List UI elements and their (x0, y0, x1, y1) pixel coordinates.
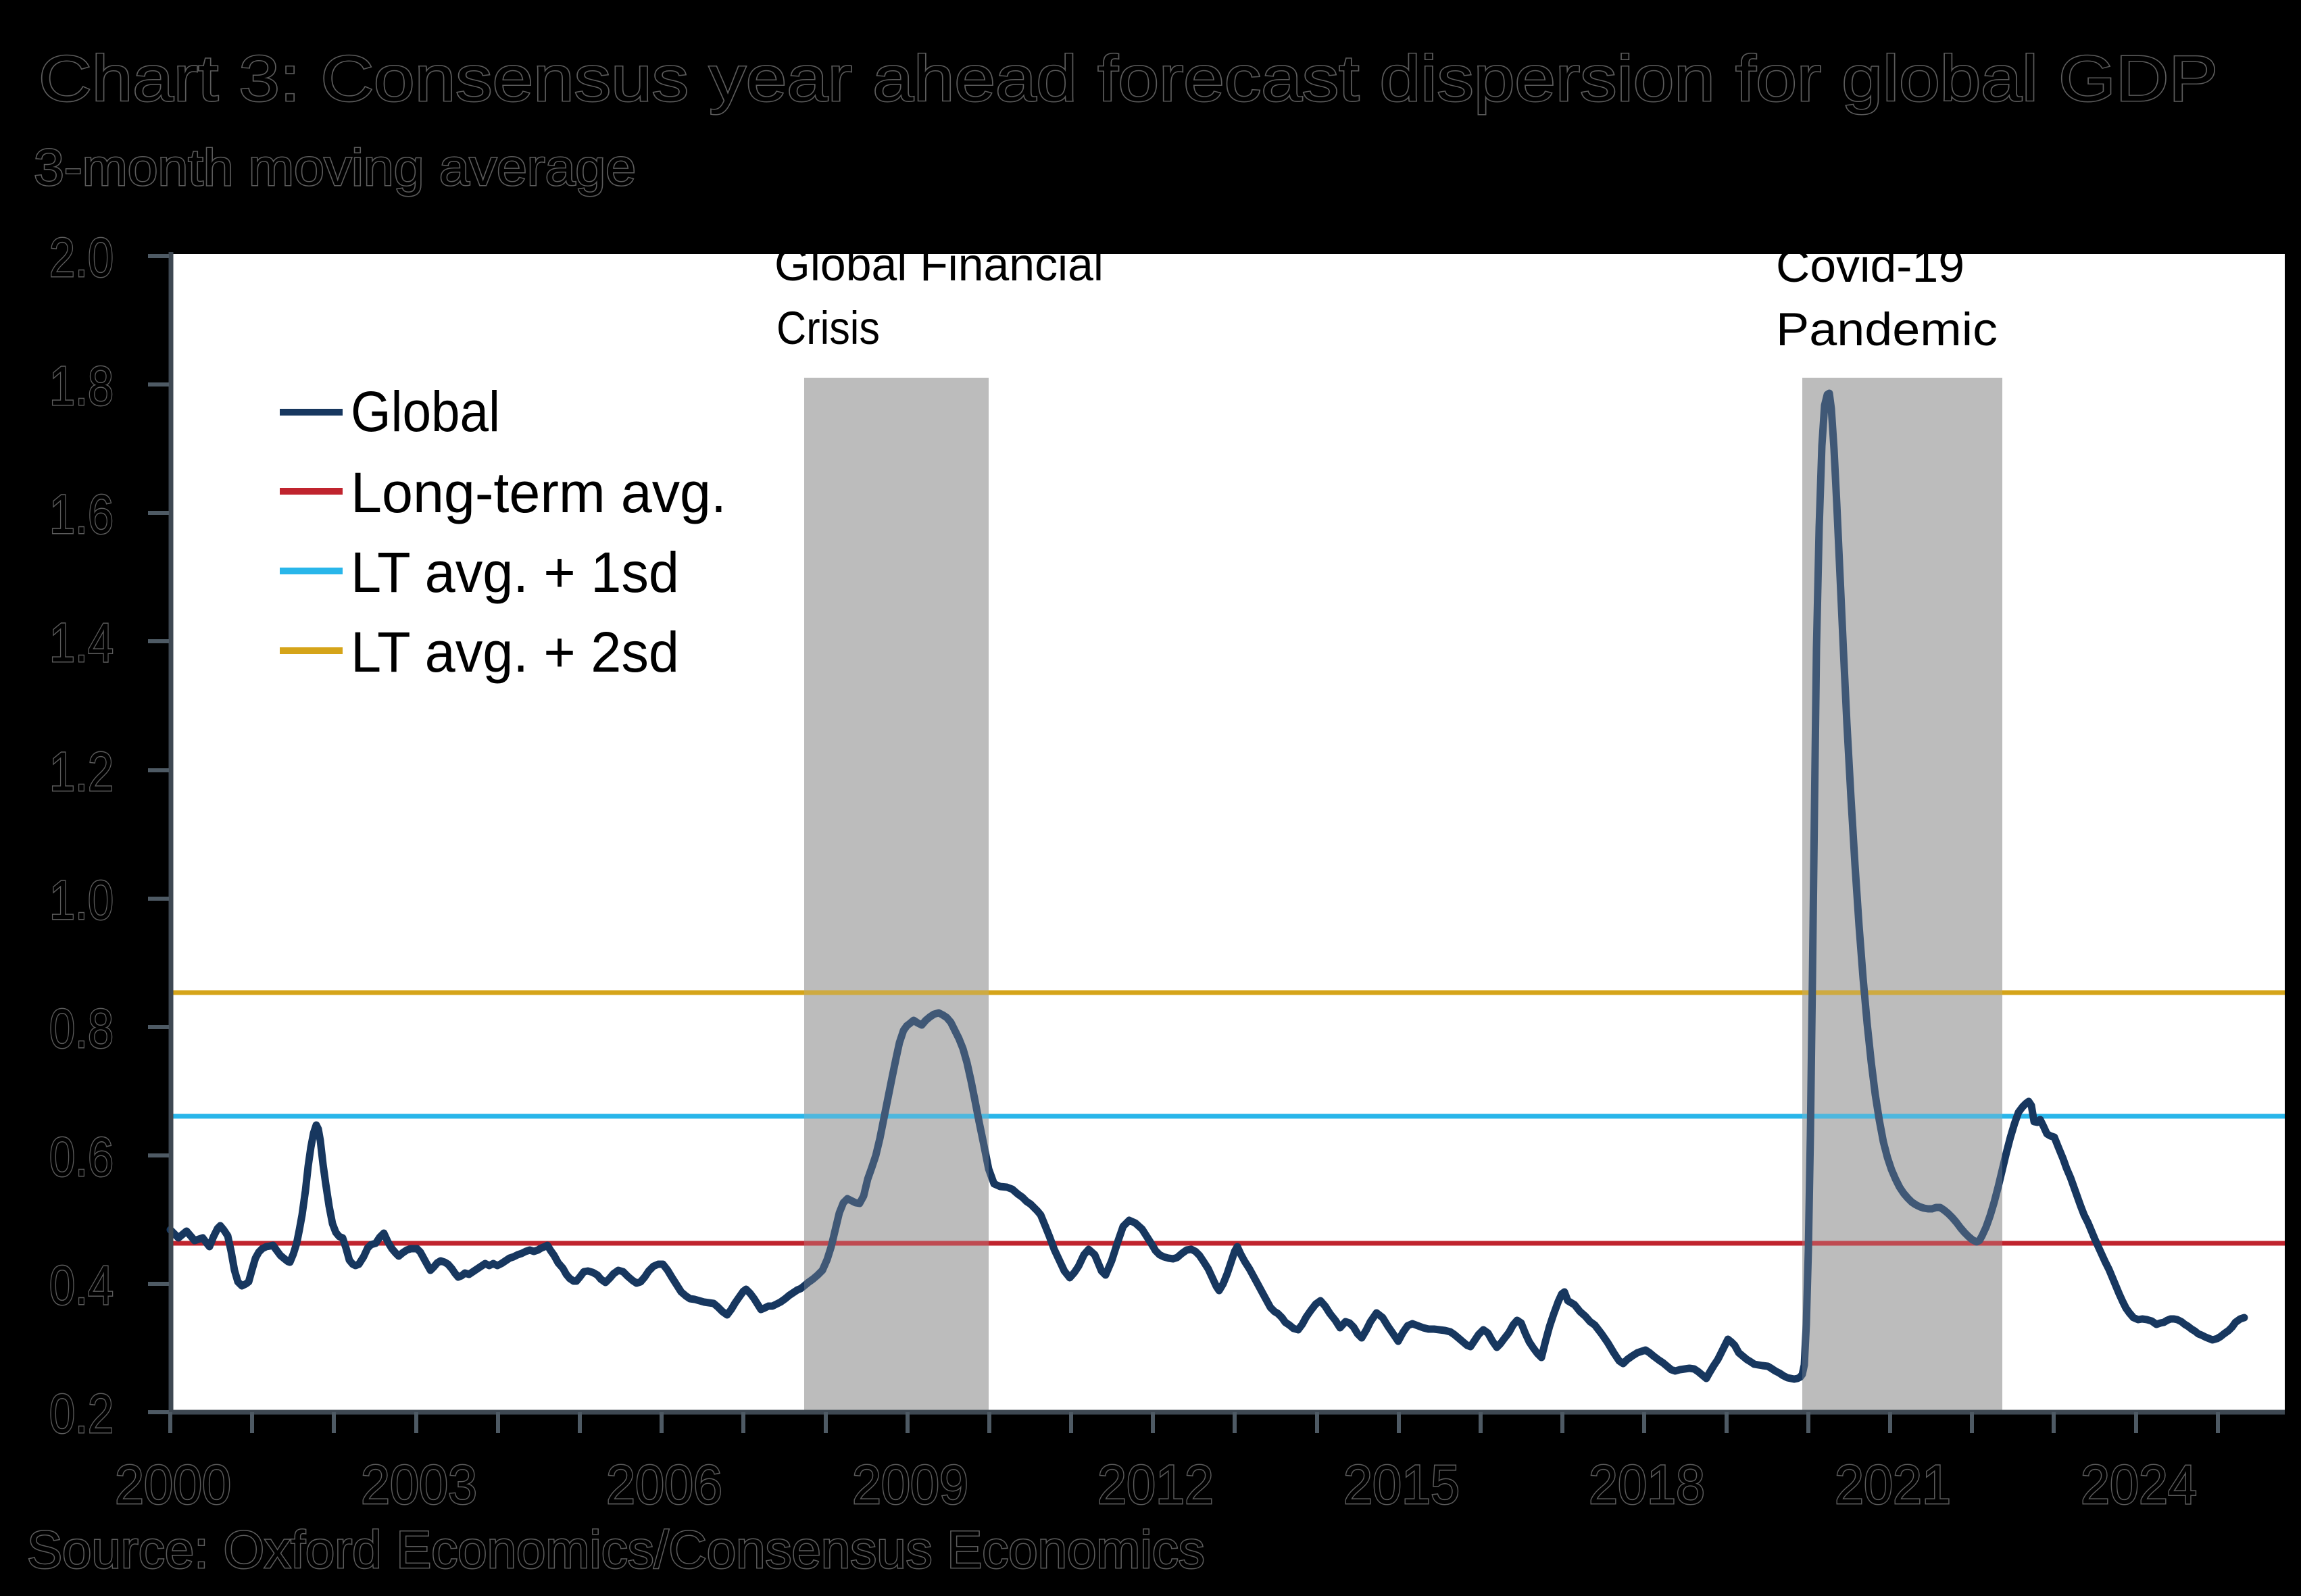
svg-text:2012: 2012 (1097, 1454, 1214, 1516)
svg-text:2003: 2003 (361, 1454, 477, 1516)
svg-text:Source: Oxford Economics/Conse: Source: Oxford Economics/Consensus Econo… (27, 1520, 1205, 1579)
svg-text:2024: 2024 (2081, 1454, 2197, 1516)
svg-text:Chart 3: Consensus year ahead: Chart 3: Consensus year ahead forecast d… (39, 43, 2218, 115)
svg-text:1.8: 1.8 (49, 355, 114, 417)
svg-text:2018: 2018 (1589, 1454, 1705, 1516)
svg-text:1.6: 1.6 (49, 484, 114, 545)
svg-text:0.6: 0.6 (49, 1126, 114, 1188)
svg-text:1.4: 1.4 (49, 612, 114, 674)
svg-text:1.2: 1.2 (49, 741, 114, 803)
svg-text:Covid-19: Covid-19 (1776, 240, 1964, 292)
svg-text:Pandemic: Pandemic (1776, 303, 1998, 355)
svg-text:0.2: 0.2 (49, 1383, 114, 1445)
svg-text:Long-term avg.: Long-term avg. (351, 461, 726, 524)
svg-text:Global: Global (351, 380, 500, 443)
svg-text:LT avg. + 1sd: LT avg. + 1sd (351, 541, 679, 604)
svg-text:2015: 2015 (1343, 1454, 1460, 1516)
svg-text:2000: 2000 (115, 1454, 231, 1516)
svg-text:2006: 2006 (606, 1454, 722, 1516)
svg-text:0.4: 0.4 (49, 1255, 114, 1316)
svg-text:Crisis: Crisis (776, 302, 880, 354)
svg-text:3-month moving average: 3-month moving average (34, 139, 636, 197)
svg-text:2.0: 2.0 (49, 227, 114, 289)
svg-text:2021: 2021 (1835, 1454, 1951, 1516)
svg-text:0.8: 0.8 (49, 998, 114, 1059)
svg-text:Global Financial: Global Financial (774, 239, 1104, 291)
svg-text:LT avg. + 2sd: LT avg. + 2sd (351, 620, 679, 684)
svg-text:2009: 2009 (852, 1454, 968, 1516)
svg-text:1.0: 1.0 (49, 870, 114, 931)
